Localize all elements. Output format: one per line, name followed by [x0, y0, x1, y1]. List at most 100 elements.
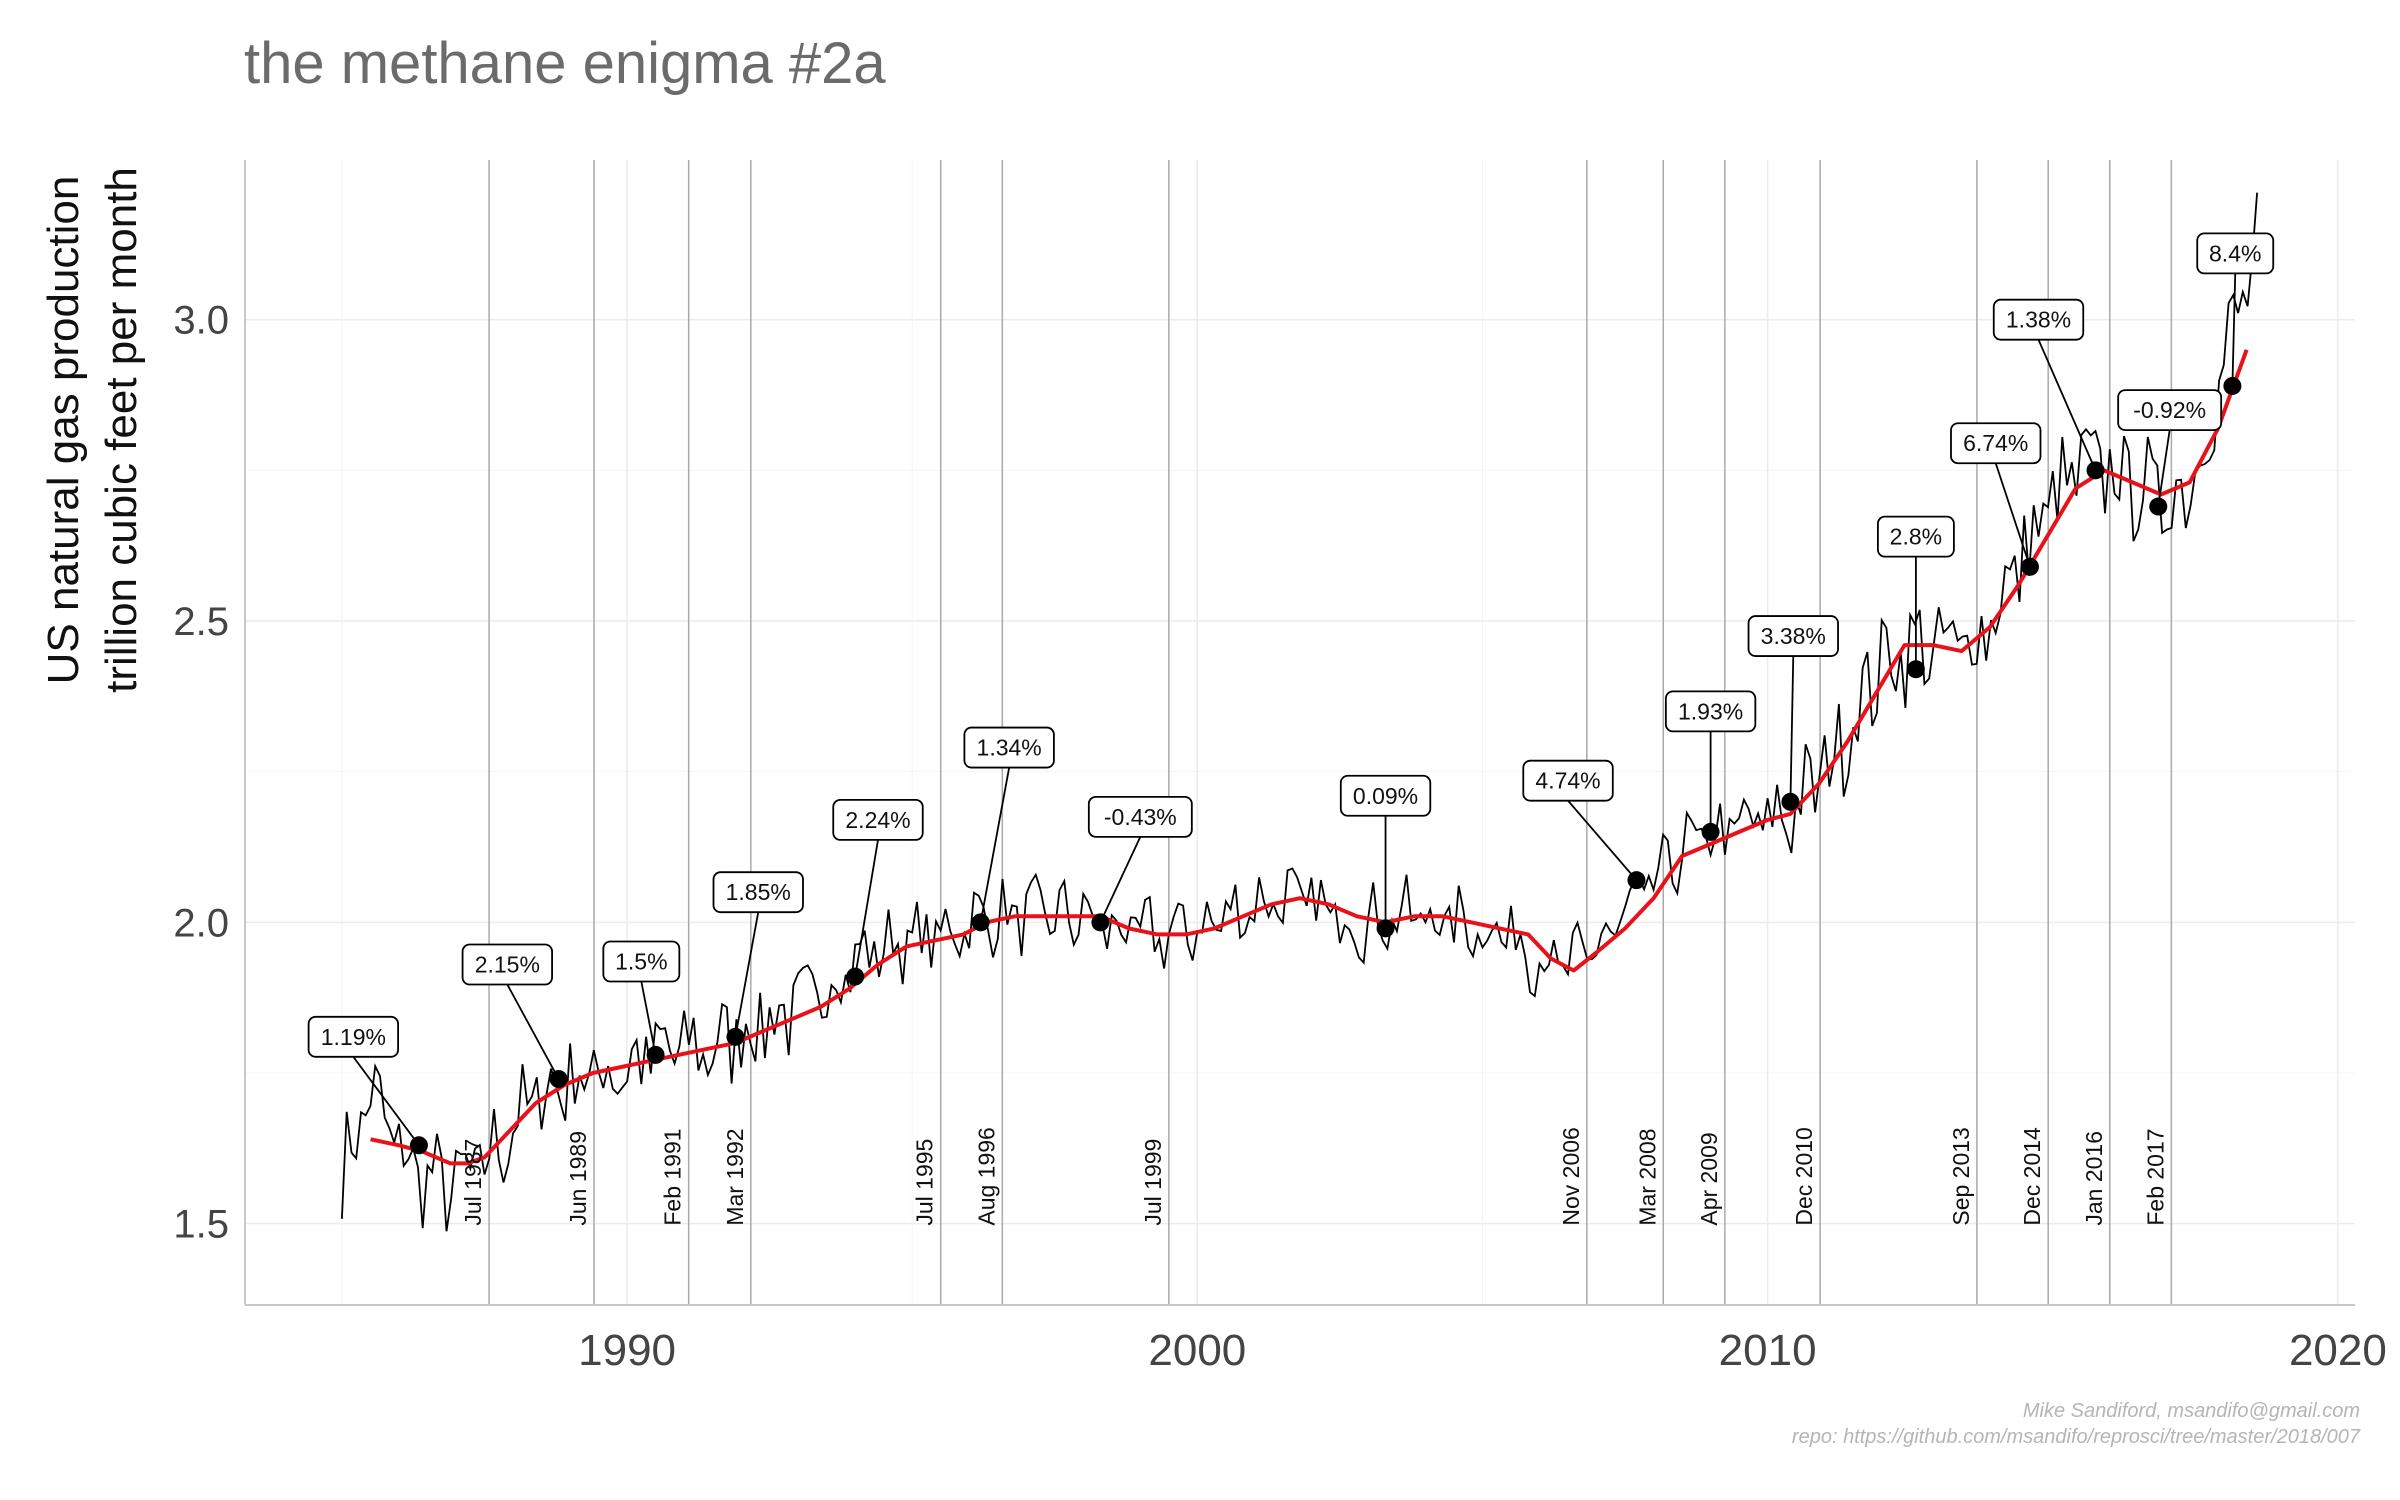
annotation-leader	[979, 767, 1011, 923]
breakpoint-label: Feb 1991	[660, 1128, 686, 1225]
annotation-label: 1.93%	[1678, 698, 1743, 724]
annotation-box	[602, 940, 681, 983]
x-tick-label: 1990	[578, 1326, 676, 1375]
breakpoint-label: Aug 1996	[973, 1127, 999, 1225]
breakpoint-label: Jul 1999	[1140, 1139, 1166, 1226]
breakpoint-label: Dec 2014	[2019, 1127, 2045, 1226]
series	[341, 192, 2258, 1232]
y-axis-title-line2: trillion cubic feet per month	[97, 167, 146, 693]
annotation-point	[2223, 376, 2242, 395]
annotation-leader	[2037, 339, 2097, 471]
breakpoint-label: Mar 2008	[1634, 1128, 1660, 1225]
axes	[244, 160, 2355, 1306]
breakpoint-label: Nov 2006	[1558, 1127, 1584, 1225]
y-axis-title: US natural gas production trillion cubic…	[39, 167, 146, 693]
rate-annotation: 2.15%	[461, 943, 568, 1089]
annotation-box	[1339, 774, 1432, 817]
rate-annotation: 1.85%	[712, 871, 804, 1046]
rate-annotation: 1.38%	[1992, 298, 2105, 480]
annotation-box	[307, 1015, 400, 1058]
annotation-point	[2086, 461, 2105, 480]
annotation-point	[726, 1027, 745, 1046]
x-tick-label: 2000	[1148, 1326, 1246, 1375]
x-tick-label: 2020	[2289, 1326, 2387, 1375]
annotations: 1.19% 2.15% 1.5% 1.85% 2.24% 1.34% -0.43% 0.09%…	[307, 232, 2275, 1155]
rate-annotation: 1.34%	[963, 726, 1055, 932]
annotation-point	[846, 967, 865, 986]
tick-labels: 1.5 2.0 2.5 3.0 1990 2000 2010 2020	[173, 299, 2386, 1375]
rate-annotation: -0.92%	[2117, 389, 2223, 516]
annotation-leader	[506, 984, 560, 1080]
annotation-leader	[854, 839, 879, 977]
annotation-leader	[2157, 429, 2171, 507]
chart-title: the methane enigma #2a	[244, 31, 886, 96]
annotation-box	[1664, 690, 1757, 733]
breakpoint-label: Jun 1989	[565, 1131, 591, 1226]
breakpoint-labels: Jul 1987 Jun 1989 Feb 1991 Mar 1992 Jul 1995…	[460, 1127, 2168, 1226]
rate-annotation: 2.24%	[832, 798, 924, 986]
annotation-point	[1906, 660, 1925, 679]
breakpoint-label: Jan 2016	[2081, 1131, 2107, 1226]
annotation-leader	[640, 981, 657, 1056]
annotation-box	[832, 798, 924, 841]
annotation-box	[963, 726, 1055, 769]
rate-annotation: 1.93%	[1664, 690, 1757, 841]
annotation-point	[2149, 497, 2168, 516]
rate-annotation: 1.19%	[307, 1015, 428, 1155]
annotation-point	[1701, 822, 1720, 841]
annotation-point	[409, 1136, 428, 1155]
annotation-box	[1522, 759, 1614, 802]
breakpoint-label: Mar 1992	[722, 1128, 748, 1225]
annotation-point	[1376, 919, 1395, 938]
caption-repo: repo: https://github.com/msandifo/repros…	[1791, 1426, 2360, 1448]
annotation-label: -0.92%	[2133, 397, 2206, 423]
annotation-box	[1876, 515, 1955, 558]
annotation-leader	[1099, 836, 1142, 923]
annotation-label: -0.43%	[1104, 804, 1177, 830]
y-tick-label: 2.5	[173, 600, 229, 644]
annotation-point	[971, 913, 990, 932]
rate-annotation: 2.8%	[1876, 515, 1955, 679]
annotation-label: 2.24%	[845, 807, 910, 833]
annotation-point	[549, 1070, 568, 1089]
annotation-label: 1.5%	[615, 949, 667, 975]
annotation-label: 8.4%	[2209, 240, 2261, 266]
breakpoint-label: Jul 1995	[912, 1139, 938, 1226]
annotation-point	[1781, 792, 1800, 811]
rate-annotation: 4.74%	[1522, 759, 1646, 890]
breakpoint-lines	[488, 160, 2173, 1305]
annotation-label: 1.38%	[2006, 307, 2071, 333]
monthly-production-line	[341, 192, 2258, 1232]
annotation-label: 0.09%	[1353, 783, 1418, 809]
rate-annotation: -0.43%	[1087, 795, 1193, 932]
annotation-label: 1.19%	[321, 1024, 386, 1050]
annotation-leader	[1567, 800, 1638, 881]
annotation-point	[2020, 557, 2039, 576]
annotation-box	[2196, 232, 2275, 275]
rate-annotation: 6.74%	[1950, 422, 2042, 576]
breakpoint-label: Sep 2013	[1948, 1127, 1974, 1225]
annotation-point	[1091, 913, 1110, 932]
breakpoint-label: Feb 2017	[2142, 1128, 2168, 1225]
annotation-box	[712, 871, 804, 914]
annotation-label: 3.38%	[1761, 623, 1826, 649]
annotation-leader	[1994, 462, 2031, 568]
annotation-label: 4.74%	[1535, 768, 1600, 794]
annotation-label: 2.8%	[1890, 524, 1942, 550]
annotation-point	[646, 1045, 665, 1064]
annotation-label: 1.85%	[726, 879, 791, 905]
annotation-point	[1627, 871, 1646, 890]
rate-annotation: 1.5%	[602, 940, 681, 1064]
y-tick-label: 1.5	[173, 1203, 229, 1247]
annotation-label: 2.15%	[475, 952, 540, 978]
annotation-leader	[1789, 656, 1795, 802]
annotation-box	[461, 943, 553, 986]
rate-annotation: 8.4%	[2196, 232, 2275, 395]
y-axis-title-line1: US natural gas production	[39, 176, 88, 685]
moving-average-line	[370, 349, 2249, 1166]
annotation-leader	[2231, 273, 2237, 387]
annotation-leader	[352, 1056, 420, 1146]
caption-author: Mike Sandiford, msandifo@gmail.com	[2022, 1400, 2360, 1422]
breakpoint-label: Jul 1987	[460, 1139, 486, 1226]
